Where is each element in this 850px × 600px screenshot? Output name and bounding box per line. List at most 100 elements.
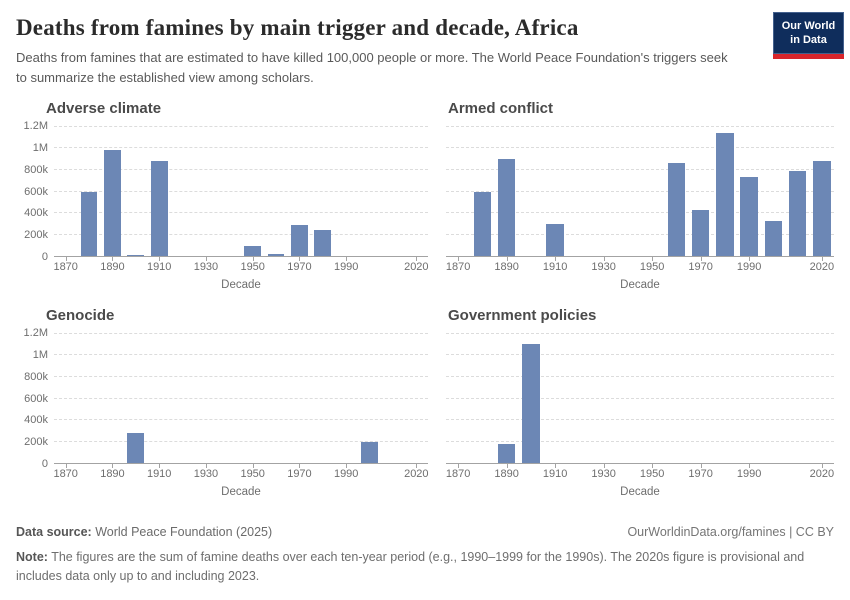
x-axis-title: Decade — [221, 279, 261, 291]
gridline — [446, 397, 834, 399]
x-tick-mark — [458, 464, 460, 468]
bar-1880s[interactable] — [80, 191, 98, 257]
gridline — [446, 126, 834, 127]
facet-title: Armed conflict — [448, 100, 554, 117]
y-tick-label: 1.2M — [23, 327, 48, 339]
bar-1900s[interactable] — [127, 433, 145, 464]
x-tick-label: 2020 — [404, 261, 429, 273]
page-title: Deaths from famines by main trigger and … — [16, 15, 579, 40]
x-tick-mark — [252, 464, 254, 468]
x-axis-title: Decade — [221, 486, 261, 498]
x-tick-label: 1950 — [240, 468, 265, 480]
x-tick-label: 1990 — [736, 468, 762, 480]
chart-subtitle: Deaths from famines that are estimated t… — [16, 50, 728, 85]
bar-1970s[interactable] — [691, 210, 710, 257]
x-tick-label: 1970 — [287, 261, 312, 273]
y-tick-label: 400k — [24, 414, 48, 427]
owid-logo[interactable]: Our World in Data — [773, 12, 844, 59]
x-tick-mark — [205, 257, 207, 261]
gridline — [446, 353, 834, 355]
bar-2020s[interactable] — [813, 160, 831, 257]
y-tick-label: 600k — [24, 392, 48, 405]
gridline — [54, 375, 428, 377]
x-axis-title: Decade — [620, 486, 660, 498]
plot-area — [446, 333, 834, 464]
x-tick-label: 1870 — [53, 261, 78, 273]
x-tick-mark — [555, 257, 557, 261]
x-tick-label: 1990 — [333, 261, 359, 273]
gridline — [446, 168, 834, 170]
x-axis-line — [446, 463, 834, 464]
x-axis: 1870 1890 1910 1930 1950 1970 1990 2020 — [446, 257, 834, 275]
y-tick-label: 1M — [32, 141, 48, 154]
bar-1900s[interactable] — [522, 343, 540, 464]
bar-2010s[interactable] — [788, 170, 807, 257]
facet-title: Government policies — [448, 307, 597, 324]
gridline — [446, 190, 834, 192]
gridline — [54, 190, 428, 192]
x-axis: 1870 1890 1910 1930 1950 1970 1990 2020 — [53, 257, 429, 275]
bar-1980s[interactable] — [314, 230, 332, 257]
gridline — [54, 234, 428, 236]
x-tick-mark — [749, 464, 751, 468]
bar-1960s[interactable] — [667, 163, 686, 257]
x-tick-mark — [603, 464, 605, 468]
gridline — [446, 234, 834, 236]
bar-1880s[interactable] — [473, 191, 492, 257]
bar-1960s[interactable] — [267, 253, 285, 257]
bar-2000s[interactable] — [764, 220, 783, 257]
owid-logo-line2: in Data — [790, 34, 827, 47]
x-tick-mark — [458, 257, 460, 261]
x-axis: 1870 1890 1910 1930 1950 1970 1990 2020 — [446, 464, 834, 482]
x-axis: 1870 1890 1910 1930 1950 1970 1990 2020 — [53, 464, 429, 482]
bar-1910s[interactable] — [546, 224, 564, 257]
x-tick-mark — [346, 464, 348, 468]
bar-1980s[interactable] — [716, 132, 734, 257]
x-tick-mark — [700, 257, 702, 261]
x-tick-label: 2020 — [809, 468, 835, 480]
x-tick-mark — [821, 464, 823, 468]
owid-logo-line1: Our World — [781, 20, 836, 32]
gridline — [446, 375, 834, 377]
bar-1910s[interactable] — [150, 160, 168, 257]
plot-wrap: 1870 1890 1910 1930 1950 1970 1990 2020 Decade — [53, 126, 429, 291]
note-text: The figures are the sum of famine deaths… — [16, 550, 805, 583]
x-tick-label: 1950 — [639, 468, 665, 480]
x-tick-label: 1870 — [445, 468, 471, 480]
x-tick-mark — [416, 464, 418, 468]
x-axis-line — [54, 463, 428, 464]
chart-header: Deaths from famines by main trigger and … — [0, 0, 850, 87]
x-tick-mark — [506, 464, 508, 468]
bar-1950s[interactable] — [244, 246, 262, 257]
gridline — [446, 441, 834, 443]
gridline — [446, 333, 834, 334]
bar-1890s[interactable] — [104, 150, 121, 257]
bar-2000s[interactable] — [361, 442, 378, 464]
gridline — [54, 212, 428, 214]
x-tick-mark — [299, 257, 301, 261]
y-tick-label: 600k — [24, 185, 48, 198]
gridline — [446, 419, 834, 421]
bar-1890s[interactable] — [497, 444, 516, 464]
x-tick-mark — [159, 464, 161, 468]
x-tick-label: 1950 — [240, 261, 265, 273]
x-axis-line — [54, 256, 428, 257]
plot-area — [54, 126, 428, 257]
bar-1900s[interactable] — [127, 254, 145, 257]
x-tick-label: 1910 — [146, 468, 172, 480]
facet-title: Genocide — [46, 307, 115, 324]
y-tick-label: 0 — [41, 458, 48, 470]
bar-1970s[interactable] — [291, 225, 308, 257]
x-tick-label: 1910 — [542, 468, 568, 480]
x-tick-mark — [299, 464, 301, 468]
x-axis-title: Decade — [620, 279, 660, 291]
x-tick-mark — [652, 257, 654, 261]
bar-1990s[interactable] — [740, 177, 758, 257]
license-link[interactable]: OurWorldinData.org/famines | CC BY — [627, 525, 834, 539]
y-tick-label: 800k — [24, 370, 48, 383]
bar-1890s[interactable] — [497, 158, 516, 257]
gridline — [54, 168, 428, 170]
